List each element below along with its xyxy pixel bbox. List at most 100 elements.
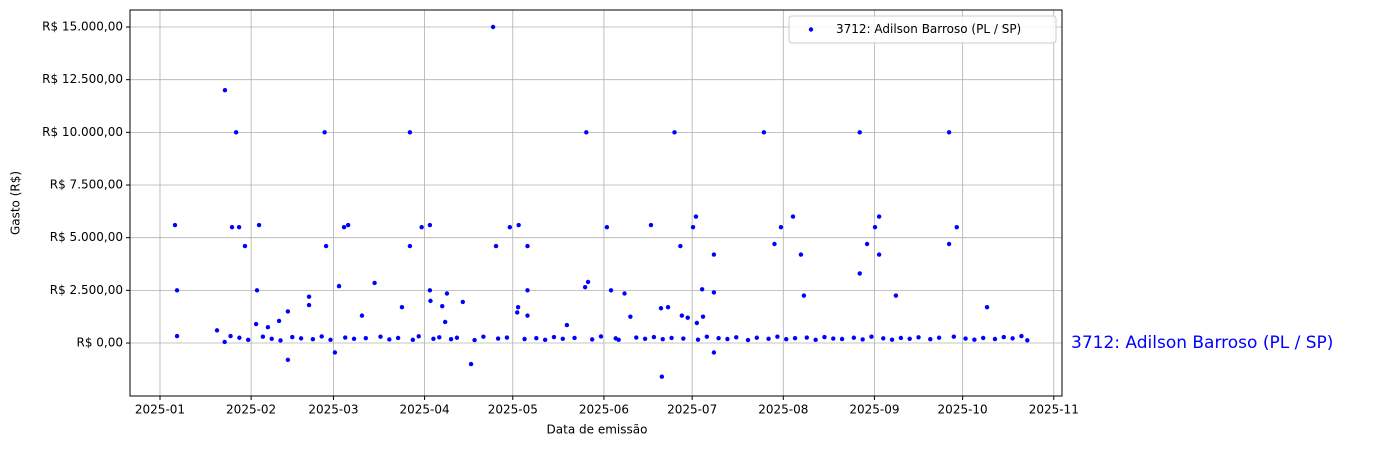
- point: [525, 313, 530, 318]
- point: [745, 337, 751, 343]
- point: [725, 336, 730, 342]
- point: [775, 334, 780, 339]
- point: [801, 293, 807, 298]
- point: [946, 241, 952, 247]
- point: [359, 313, 365, 318]
- point: [214, 328, 220, 333]
- point: [1001, 334, 1006, 340]
- point: [345, 222, 351, 228]
- point: [490, 24, 496, 30]
- point: [916, 335, 921, 340]
- point: [560, 336, 565, 342]
- point: [699, 287, 705, 292]
- point: [761, 130, 767, 135]
- point: [889, 337, 895, 342]
- point: [222, 88, 228, 93]
- point: [298, 336, 304, 341]
- legend-marker: [808, 27, 814, 32]
- point: [981, 335, 986, 341]
- point: [363, 335, 368, 341]
- point: [907, 336, 912, 342]
- point: [681, 336, 686, 341]
- point: [437, 335, 442, 340]
- x-tick-label: 2025-10: [938, 403, 988, 417]
- point: [525, 288, 530, 293]
- point: [839, 336, 845, 342]
- x-tick-label: 2025-11: [1029, 403, 1079, 417]
- point: [700, 314, 706, 319]
- x-tick-label: 2025-08: [758, 403, 808, 417]
- point: [372, 280, 377, 286]
- grid: [130, 10, 1062, 396]
- point: [427, 288, 433, 293]
- point: [694, 320, 700, 326]
- point: [444, 291, 450, 296]
- point: [898, 335, 904, 341]
- point: [472, 337, 477, 343]
- point: [285, 309, 291, 314]
- point: [410, 337, 416, 343]
- point: [493, 243, 499, 249]
- plot-frame: [129, 9, 1063, 397]
- point: [951, 334, 957, 339]
- point: [269, 336, 274, 342]
- point: [860, 337, 865, 342]
- x-axis-label: Data de emissão: [547, 423, 648, 437]
- point: [831, 336, 836, 341]
- point: [872, 224, 878, 230]
- point: [582, 284, 588, 290]
- legend: [788, 15, 1057, 44]
- point: [290, 334, 295, 340]
- point: [440, 303, 445, 309]
- point: [328, 337, 333, 343]
- point: [659, 374, 665, 379]
- point: [306, 302, 312, 308]
- point: [1025, 338, 1030, 343]
- point: [798, 252, 804, 257]
- points: [172, 24, 1030, 379]
- point: [322, 130, 327, 135]
- point: [784, 337, 789, 342]
- y-tick-label: R$ 2.500,00: [50, 283, 123, 297]
- point: [454, 335, 460, 340]
- point: [448, 337, 454, 342]
- point: [792, 335, 798, 341]
- y-tick-label: R$ 0,00: [76, 336, 123, 350]
- point: [857, 130, 862, 135]
- point: [431, 336, 436, 342]
- point: [665, 305, 671, 310]
- point: [946, 130, 952, 135]
- point: [876, 252, 882, 257]
- point: [242, 243, 248, 249]
- point: [407, 130, 413, 135]
- point: [285, 357, 291, 363]
- point: [704, 334, 710, 339]
- point: [869, 334, 874, 339]
- point: [229, 224, 235, 230]
- point: [851, 335, 857, 340]
- point: [378, 334, 383, 339]
- point: [516, 222, 521, 228]
- point: [1019, 333, 1024, 339]
- point: [804, 335, 810, 340]
- point: [306, 294, 312, 299]
- point: [604, 224, 610, 230]
- point: [813, 337, 818, 343]
- point: [772, 241, 777, 247]
- point: [857, 271, 862, 276]
- point: [992, 336, 998, 342]
- point: [616, 337, 621, 343]
- point: [427, 222, 433, 228]
- point: [515, 305, 521, 310]
- point: [790, 214, 796, 219]
- point: [893, 293, 899, 298]
- x-tick-label: 2025-07: [667, 403, 717, 417]
- point: [954, 224, 959, 230]
- point: [233, 130, 239, 135]
- point: [228, 333, 233, 339]
- point: [428, 298, 433, 304]
- point: [253, 321, 259, 327]
- point: [515, 310, 520, 315]
